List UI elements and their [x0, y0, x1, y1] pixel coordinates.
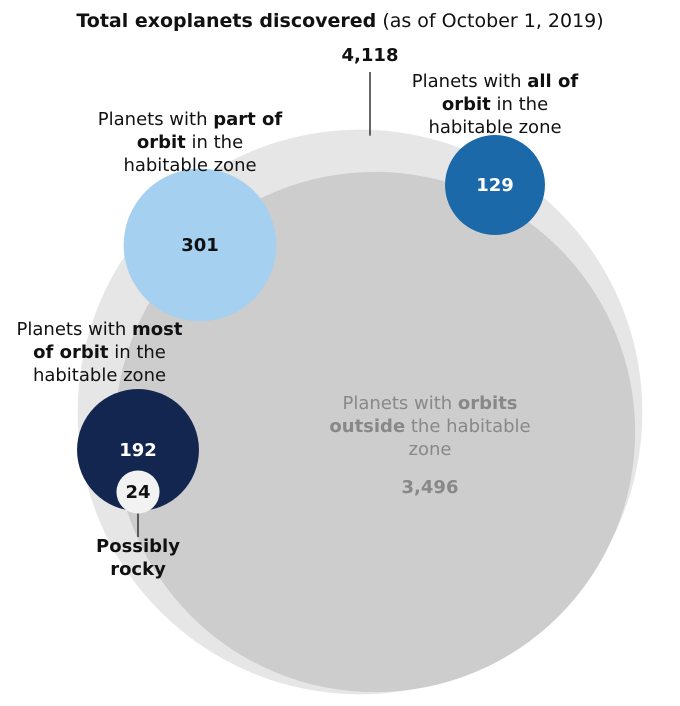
bubble: [77, 389, 199, 511]
label-part: Planets with: [16, 319, 132, 340]
bubble-value: 24: [125, 482, 150, 503]
label-part: in the habitable zone: [123, 132, 257, 176]
group-label: Planets with orbits outside the habitabl…: [325, 392, 535, 461]
bubble-value: 192: [119, 440, 157, 461]
bubble-value: 301: [181, 235, 219, 256]
label-part: Planets with: [97, 109, 214, 130]
label-part: most of orbit: [33, 319, 183, 363]
bubble: [116, 470, 160, 514]
bubble-value: 3,496: [325, 476, 535, 499]
title-block: Total exoplanets discovered (as of Octob…: [0, 10, 680, 33]
group-label: Planets with most of orbit in the habita…: [12, 318, 187, 387]
total-label: 4,118: [300, 44, 440, 67]
label-part: orbits outside: [329, 393, 518, 437]
group-label: Planets with part of orbit in the habita…: [95, 108, 285, 177]
label-part: all of orbit: [441, 71, 579, 115]
chart-subtitle: (as of October 1, 2019): [382, 10, 604, 32]
label-part: in the habitable zone: [32, 342, 167, 386]
bubble: [445, 135, 545, 235]
bubble-value: 129: [476, 175, 514, 196]
label-part: part of orbit: [136, 109, 283, 153]
value-text: 3,496: [401, 477, 459, 498]
total-value: 4,118: [341, 45, 399, 66]
label-part: Planets with: [411, 71, 528, 92]
label-part: in the habitable zone: [428, 94, 562, 138]
label-part: Planets with: [342, 393, 458, 414]
label-part: the habitable zone: [405, 416, 531, 460]
bubble: [123, 168, 277, 322]
label-part: Possibly rocky: [96, 536, 180, 580]
group-label: Planets with all of orbit in the habitab…: [405, 70, 585, 139]
group-label: Possibly rocky: [88, 535, 188, 581]
chart-title: Total exoplanets discovered: [76, 10, 377, 32]
